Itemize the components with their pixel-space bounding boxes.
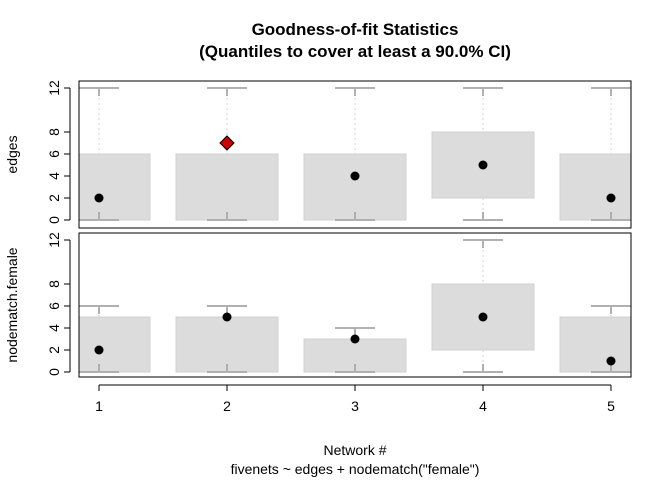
panel-nodematch-female: 0 2 4 6 8 12 nodematch.female [4,232,632,378]
y-tick-label: 2 [46,346,62,354]
observed-point [478,160,488,170]
observed-point [94,193,104,203]
interval-box [303,153,407,221]
panels-group: 0 2 4 6 8 12 edges 0 2 4 6 8 12 nodematch.female [4,80,632,378]
y-tick-label: 4 [46,172,62,180]
y-tick-label: 8 [46,128,62,136]
observed-point [350,334,360,344]
interval-box [175,316,279,373]
y-tick-label: 2 [46,194,62,202]
interval-box [559,316,631,373]
observed-point [350,171,360,181]
panel-edges: 0 2 4 6 8 12 edges [4,80,632,229]
y-tick-label: 4 [46,324,62,332]
observed-point [478,312,488,322]
observed-point [94,345,104,355]
observed-point [222,312,232,322]
interval-box [79,316,151,373]
x-tick-label: 2 [223,398,231,414]
observed-point [606,193,616,203]
y-tick-label: 0 [46,368,62,376]
y-tick-label: 12 [46,232,62,248]
observed-point [606,356,616,366]
panel-frame [78,80,632,229]
x-tick-label: 4 [479,398,487,414]
y-tick-label: 8 [46,280,62,288]
x-tick-label: 3 [351,398,359,414]
panel-contents [79,87,631,221]
x-axis-sublabel: fivenets ~ edges + nodematch("female") [231,461,480,477]
y-tick-label: 0 [46,216,62,224]
x-axis-label: Network # [323,442,386,458]
x-tick-label: 5 [607,398,615,414]
interval-box [79,153,151,221]
y-tick-label: 12 [46,80,62,96]
interval-box [559,153,631,221]
y-axis-label: nodematch.female [4,247,20,362]
y-axis-label: edges [4,135,20,173]
x-tick-label: 1 [95,398,103,414]
y-tick-label: 6 [46,150,62,158]
chart-title: Goodness-of-fit Statistics [252,20,459,39]
x-axis: 1 2 3 4 5 [95,384,615,414]
panel-frame [78,232,632,378]
observed-point-outside [219,135,235,151]
chart-subtitle: (Quantiles to cover at least a 90.0% CI) [199,42,511,61]
y-tick-label: 6 [46,302,62,310]
panel-contents [79,239,631,373]
interval-box [175,153,279,221]
